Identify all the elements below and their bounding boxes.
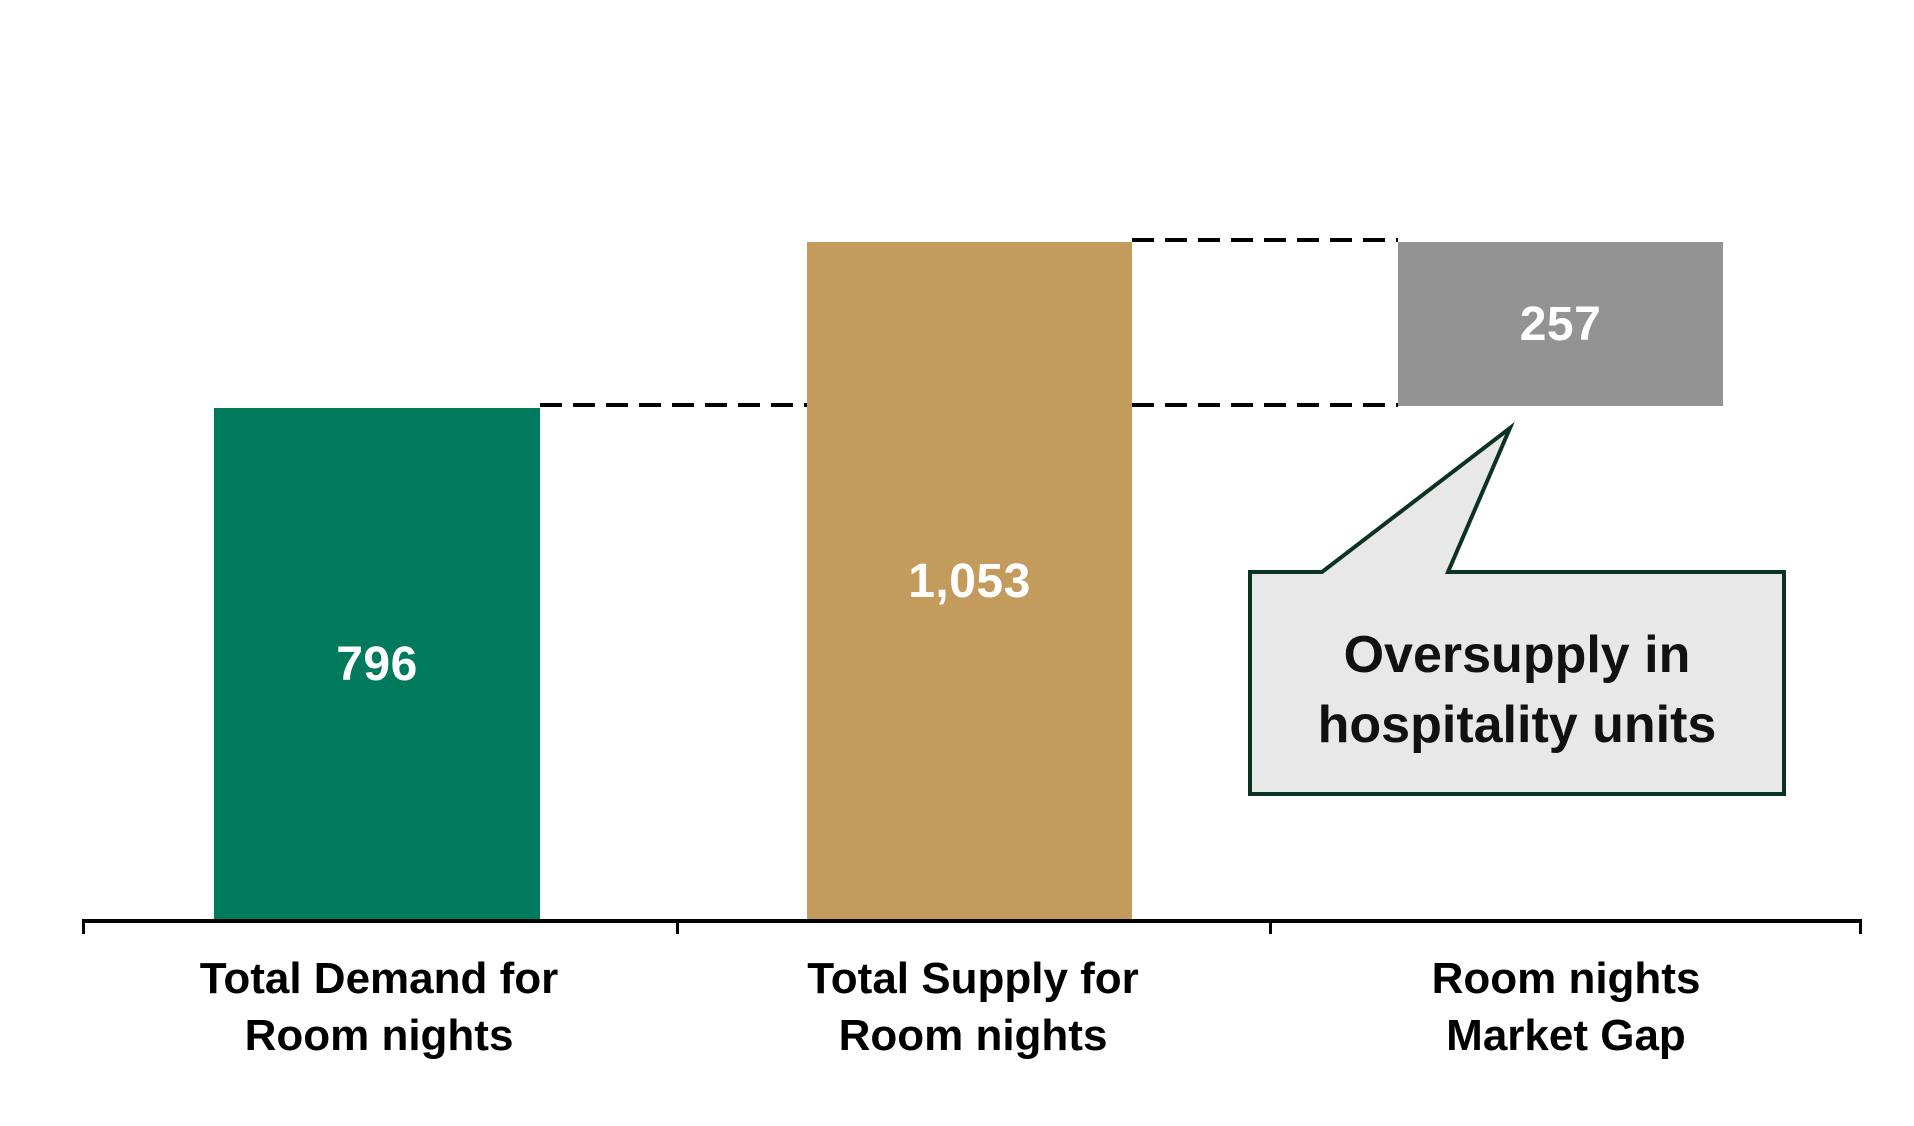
x-axis-line <box>82 919 1862 923</box>
category-label-total-supply-line2: Room nights <box>838 1011 1108 1060</box>
bar-total-supply-value: 1,053 <box>908 555 1031 608</box>
category-label-total-demand-line1: Total Demand for <box>199 954 559 1003</box>
category-label-total-supply: Total Supply for Room nights <box>676 950 1270 1064</box>
dashed-guide-796-right-segment <box>1132 403 1398 407</box>
callout-annotation: Oversupply in hospitality units <box>1250 572 1784 794</box>
dashed-guide-1053-segment <box>1132 238 1398 242</box>
bar-total-supply: 1,053 <box>807 242 1132 921</box>
x-axis-tick-4 <box>1859 919 1862 934</box>
callout-annotation-line2: hospitality units <box>1317 696 1717 754</box>
category-label-market-gap: Room nights Market Gap <box>1269 950 1863 1064</box>
bar-market-gap: 257 <box>1398 242 1723 406</box>
category-label-total-demand: Total Demand for Room nights <box>82 950 676 1064</box>
callout-annotation-line1: Oversupply in <box>1343 626 1691 684</box>
bar-total-demand-value: 796 <box>336 638 418 691</box>
x-axis-tick-2 <box>676 919 679 934</box>
bar-total-demand: 796 <box>214 408 540 921</box>
x-axis-tick-1 <box>82 919 85 934</box>
x-axis-tick-3 <box>1269 919 1272 934</box>
category-label-total-demand-line2: Room nights <box>244 1011 514 1060</box>
category-label-market-gap-line2: Market Gap <box>1446 1011 1686 1060</box>
dashed-guide-796-left-segment <box>540 403 807 407</box>
category-label-total-supply-line1: Total Supply for <box>807 954 1139 1003</box>
bar-market-gap-value: 257 <box>1519 297 1602 351</box>
category-label-market-gap-line1: Room nights <box>1431 954 1701 1003</box>
